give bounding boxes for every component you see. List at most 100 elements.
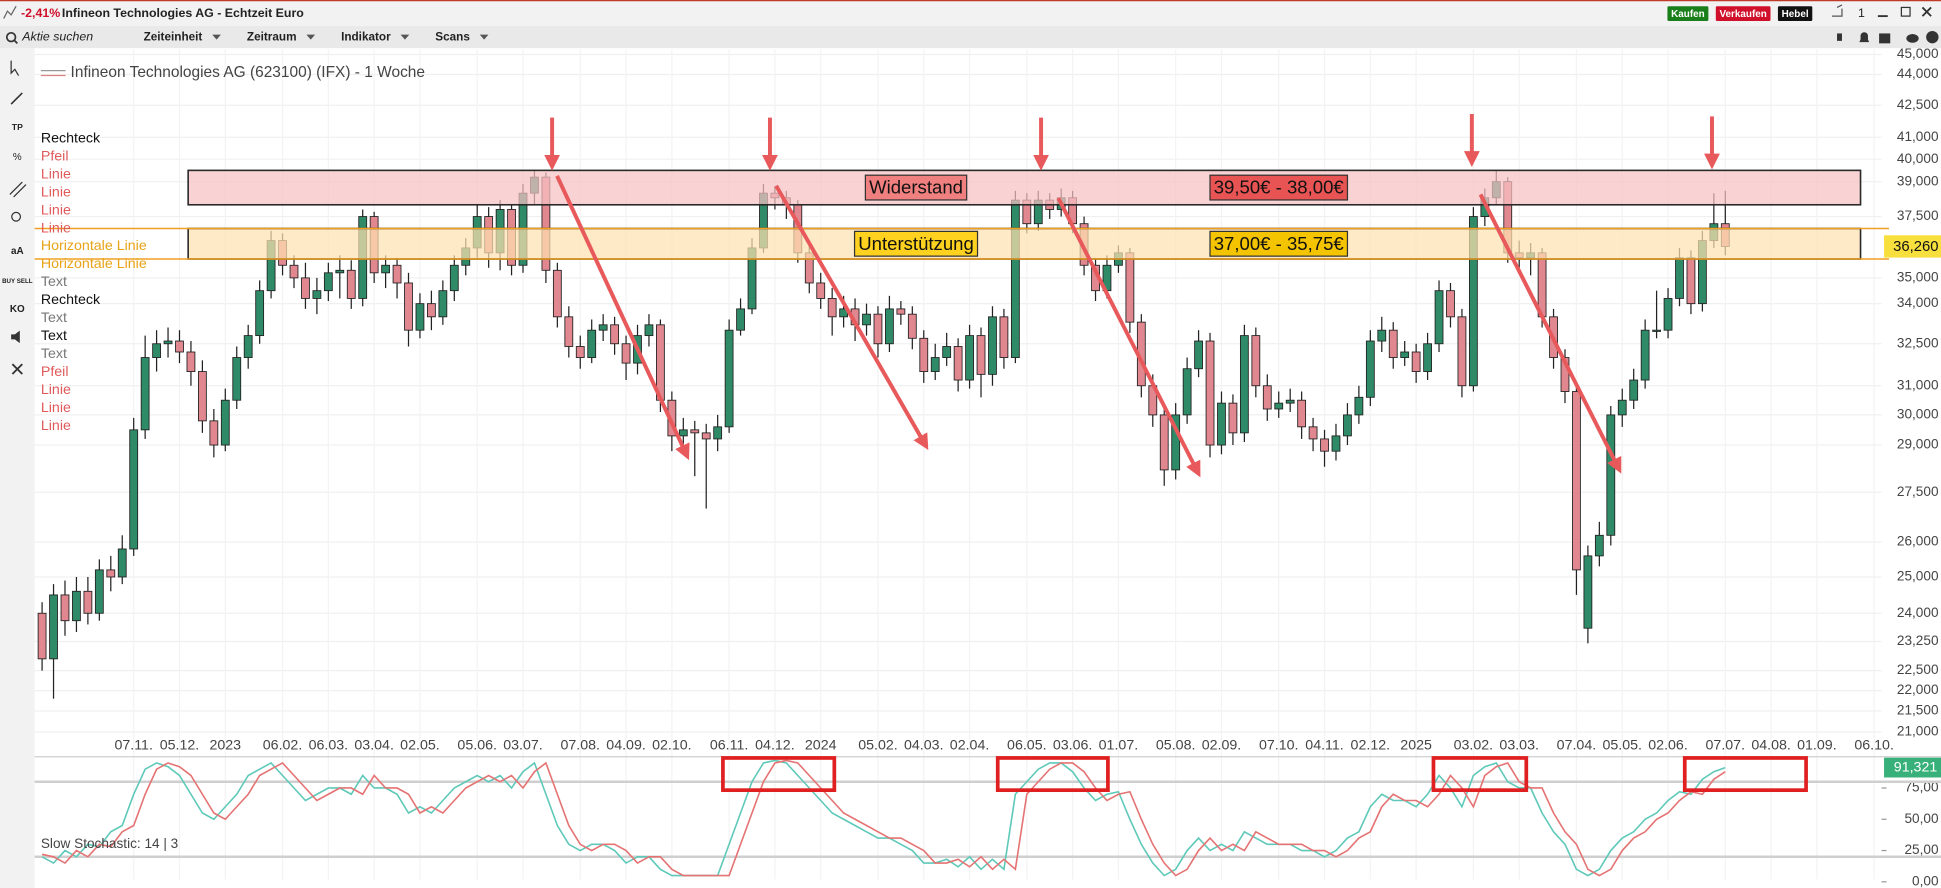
candle-body xyxy=(220,399,230,446)
menu[interactable]: Zeiteinheit xyxy=(144,30,203,43)
menu-caret xyxy=(479,34,489,40)
x-tick-label: 06.03. xyxy=(309,737,349,753)
y-tick-label: 50,00 xyxy=(1904,811,1938,826)
y-tick-label: 45,000 xyxy=(1897,46,1939,61)
candle-body xyxy=(1400,351,1410,358)
x-tick-label: 01.09. xyxy=(1797,737,1837,753)
candle-body xyxy=(1675,257,1684,299)
candle-body xyxy=(37,612,47,660)
add-icon[interactable] xyxy=(1926,30,1939,44)
chart-title: Infineon Technologies AG (623100) (IFX) … xyxy=(71,64,425,81)
trade-button-label[interactable]: Hebel xyxy=(1782,9,1809,20)
icon[interactable] xyxy=(1837,33,1842,41)
cursor-tool[interactable] xyxy=(10,60,20,76)
candle-body xyxy=(72,590,81,622)
folder-icon[interactable] xyxy=(1879,33,1891,44)
candle-body xyxy=(152,343,161,358)
candle-body xyxy=(1594,534,1604,557)
y-tick-label: 41,000 xyxy=(1897,129,1939,144)
candle-body xyxy=(1285,399,1295,404)
tool-tp[interactable]: TP xyxy=(12,122,23,132)
x-tick-label: 04.11. xyxy=(1305,737,1343,753)
channel-tool[interactable] xyxy=(9,181,27,198)
x-tick-label: 02.12. xyxy=(1351,737,1391,753)
object-label: Text xyxy=(41,328,67,344)
candle-body xyxy=(575,346,585,358)
close[interactable] xyxy=(1921,6,1932,17)
x-tick-label: 05.08. xyxy=(1156,737,1196,753)
x-tick-label: 02.09. xyxy=(1202,737,1242,753)
zone xyxy=(187,227,1862,260)
candle-body xyxy=(988,316,997,375)
y-tick-label: 22,000 xyxy=(1897,682,1939,697)
candle-body xyxy=(862,313,871,326)
object-label: Rechteck xyxy=(41,130,101,146)
object-label: Linie xyxy=(41,166,71,182)
x-tick-label: 05.06. xyxy=(457,737,497,753)
search-field[interactable]: Aktie suchen xyxy=(21,29,93,43)
candle-body xyxy=(873,313,883,345)
trade-button-label[interactable]: Verkaufen xyxy=(1720,9,1767,20)
indicator-title: Slow Stochastic: 14 | 3 xyxy=(41,836,178,851)
y-tick-label: 29,000 xyxy=(1897,437,1939,452)
candle-body xyxy=(449,264,459,292)
candle-body xyxy=(94,569,104,614)
share-icon[interactable] xyxy=(1832,4,1843,17)
percent-tool[interactable]: % xyxy=(13,152,22,163)
candle-body xyxy=(83,590,93,614)
candle-body xyxy=(1331,435,1341,452)
y-tick-label: 21,000 xyxy=(1897,724,1939,739)
tool-ko[interactable]: KO xyxy=(10,304,25,315)
stochastic-panel: 0,00 25,00 50,00 75,00 91,321 xyxy=(34,757,1941,888)
bell-icon[interactable] xyxy=(1859,32,1870,43)
candle-body xyxy=(1468,216,1478,387)
candle-body xyxy=(827,298,837,318)
object-label: Linie xyxy=(41,184,71,200)
trade-button[interactable] xyxy=(1715,6,1771,22)
maximize[interactable] xyxy=(1900,6,1911,17)
zone-label-box xyxy=(1209,174,1349,201)
candle-body xyxy=(186,351,196,372)
candle-body xyxy=(1205,340,1215,446)
candle-body xyxy=(1423,343,1432,372)
trade-button[interactable] xyxy=(1667,6,1709,22)
x-tick-label: 03.02. xyxy=(1454,737,1494,753)
object-label: Text xyxy=(41,274,67,290)
candle-body xyxy=(140,357,150,431)
menu[interactable]: Indikator xyxy=(341,30,391,43)
cloud-icon[interactable] xyxy=(1906,34,1919,43)
trend-arrow xyxy=(1056,197,1201,478)
sound-tool[interactable] xyxy=(11,330,20,344)
menu[interactable]: Scans xyxy=(435,30,470,43)
candle-body xyxy=(1663,298,1673,331)
candle-body xyxy=(346,269,356,299)
x-tick-label: 02.06. xyxy=(1648,737,1688,753)
candle-body xyxy=(232,357,242,401)
zone-label-box xyxy=(864,174,968,201)
menu-caret xyxy=(306,34,316,40)
trade-button[interactable] xyxy=(1777,6,1813,22)
object-label: Linie xyxy=(41,220,71,236)
last-price-label: 36,260 xyxy=(1893,239,1938,255)
candle-body xyxy=(1251,335,1261,387)
tool-buy-sell[interactable]: BUY SELL xyxy=(2,278,33,285)
candle-body xyxy=(999,316,1009,358)
trade-button-label[interactable]: Kaufen xyxy=(1671,9,1705,20)
candle-body xyxy=(930,357,940,372)
line-tool[interactable] xyxy=(10,92,23,105)
y-tick-label: 35,000 xyxy=(1897,269,1939,284)
candle-body xyxy=(690,429,700,434)
menu[interactable]: Zeitraum xyxy=(247,30,297,43)
candle-body xyxy=(1228,402,1238,434)
tool-text[interactable]: aA xyxy=(11,246,24,257)
zone-label-box xyxy=(1209,230,1349,257)
window-title: Infineon Technologies AG - Echtzeit Euro xyxy=(62,6,304,20)
zone-label: Unterstützung xyxy=(858,233,974,254)
candle-body xyxy=(552,269,562,318)
zoom-tool[interactable] xyxy=(11,211,22,222)
candle-body xyxy=(907,313,917,339)
delete-tool[interactable] xyxy=(11,363,23,375)
candle-body xyxy=(1606,414,1616,536)
